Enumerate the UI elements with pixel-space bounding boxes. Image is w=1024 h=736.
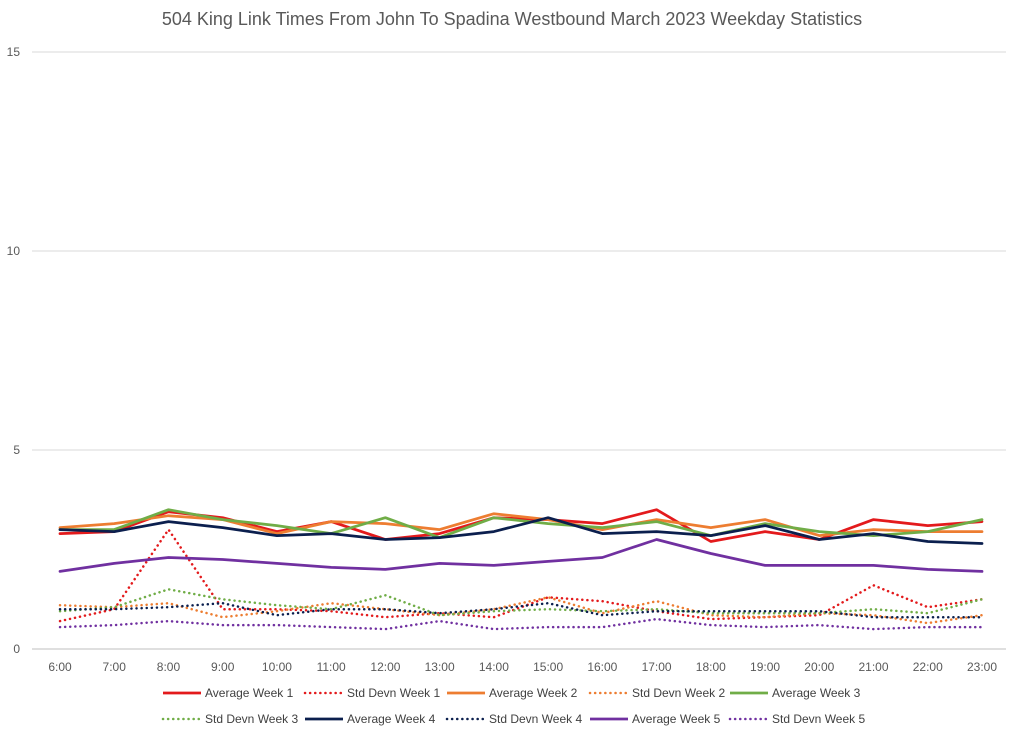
legend-label: Std Devn Week 3 [205,712,298,726]
legend-entry: Std Devn Week 5 [728,712,865,726]
legend-entry: Average Week 2 [447,686,578,700]
x-tick-label: 14:00 [479,660,509,674]
chart-title: 504 King Link Times From John To Spadina… [161,9,863,29]
x-tick-label: 16:00 [587,660,617,674]
legend-label: Average Week 1 [205,686,294,700]
x-tick-label: 10:00 [262,660,292,674]
legend-entry: Average Week 5 [590,712,721,726]
x-tick-label: 8:00 [157,660,181,674]
x-tick-label: 17:00 [642,660,672,674]
legend-entry: Average Week 1 [163,686,294,700]
legend-label: Average Week 2 [489,686,578,700]
legend-label: Average Week 4 [347,712,436,726]
x-tick-label: 19:00 [750,660,780,674]
y-axis-ticks: 0 5 10 15 [7,45,21,656]
x-tick-label: 6:00 [48,660,72,674]
x-tick-label: 9:00 [211,660,235,674]
legend-entry: Std Devn Week 3 [161,712,298,726]
x-tick-label: 18:00 [696,660,726,674]
series-lines [58,508,984,631]
x-tick-label: 23:00 [967,660,997,674]
legend-entry: Std Devn Week 4 [445,712,582,726]
legend-entry: Std Devn Week 2 [588,686,725,700]
legend-label: Std Devn Week 1 [347,686,440,700]
legend-label: Average Week 3 [772,686,861,700]
legend-entry: Average Week 4 [305,712,436,726]
x-tick-label: 21:00 [859,660,889,674]
legend: Average Week 1 Std Devn Week 1 Average Wee… [161,686,865,726]
legend-label: Average Week 5 [632,712,721,726]
x-tick-label: 20:00 [804,660,834,674]
y-tick-label: 10 [7,244,21,258]
gridlines [32,51,1006,650]
x-tick-label: 15:00 [533,660,563,674]
series-line-std-devn-week-4 [58,601,984,619]
legend-entry: Average Week 3 [730,686,861,700]
series-line-average-week-4 [58,516,984,545]
legend-label: Std Devn Week 4 [489,712,582,726]
series-line-average-week-5 [58,538,984,573]
x-tick-label: 22:00 [913,660,943,674]
x-tick-label: 13:00 [425,660,455,674]
legend-label: Std Devn Week 2 [632,686,725,700]
x-tick-label: 12:00 [370,660,400,674]
legend-label: Std Devn Week 5 [772,712,865,726]
y-tick-label: 15 [7,45,21,59]
legend-entry: Std Devn Week 1 [303,686,440,700]
series-line-std-devn-week-3 [58,588,984,617]
series-line-std-devn-week-2 [58,596,984,625]
x-axis-ticks: 6:00 7:00 8:00 9:00 10:00 11:00 12:00 13:00 14:0… [48,660,997,674]
x-tick-label: 11:00 [317,660,346,674]
series-line-std-devn-week-1 [58,528,984,623]
x-tick-label: 7:00 [103,660,127,674]
series-line-std-devn-week-5 [58,617,984,631]
series-line-average-week-3 [58,508,984,539]
y-tick-label: 0 [13,642,20,656]
y-tick-label: 5 [13,443,20,457]
